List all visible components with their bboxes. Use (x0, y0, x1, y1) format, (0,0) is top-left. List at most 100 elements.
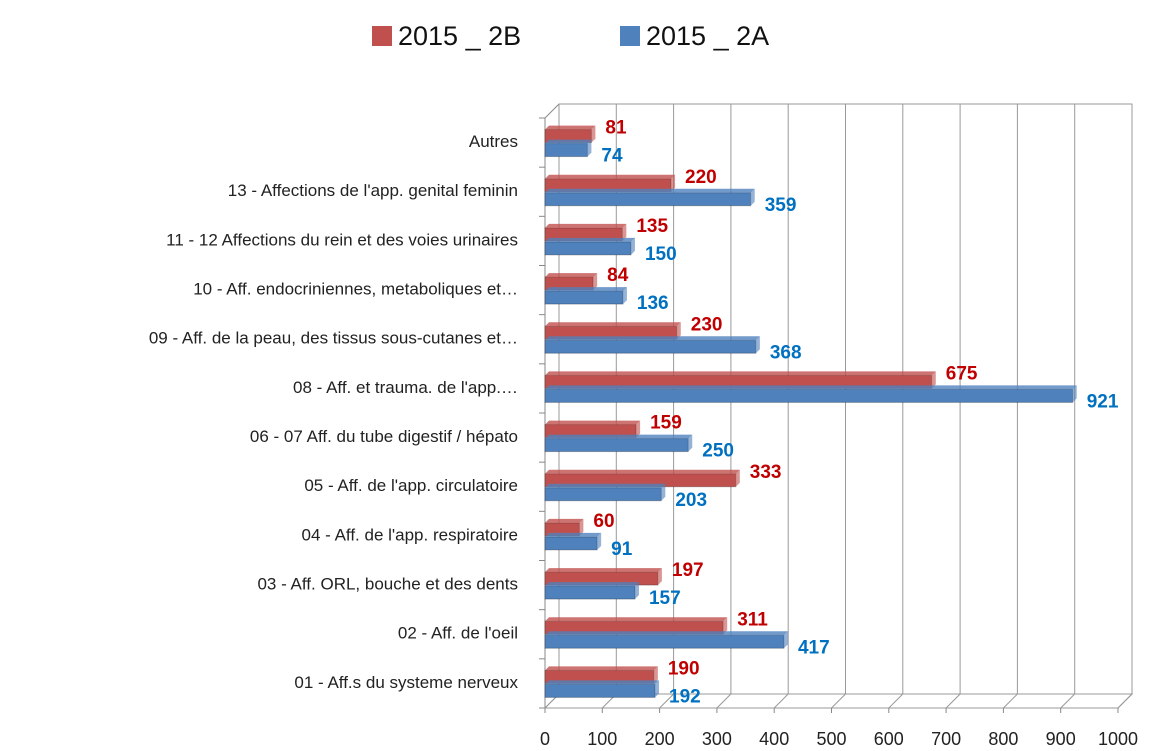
value-label: 311 (737, 609, 768, 630)
value-label: 921 (1087, 391, 1119, 412)
bar-top (545, 483, 666, 488)
bar-side (630, 237, 635, 255)
x-tick-label: 200 (645, 729, 675, 749)
value-label: 81 (605, 118, 627, 139)
bar-top (545, 532, 602, 537)
bar-side (661, 483, 666, 501)
bar-side (657, 568, 662, 586)
value-label: 157 (649, 588, 681, 609)
x-tick-label: 0 (540, 729, 550, 749)
bar-side (597, 532, 602, 550)
category-label: 02 - Aff. de l'oeil (398, 624, 518, 643)
grid-floor (716, 693, 732, 709)
x-tick-label: 100 (587, 729, 617, 749)
value-label: 203 (675, 490, 707, 511)
value-label: 190 (668, 658, 700, 679)
category-label: 06 - 07 Aff. du tube digestif / hépato (250, 427, 518, 446)
category-label: 03 - Aff. ORL, bouche et des dents (257, 575, 518, 594)
grid-floor (1003, 693, 1018, 709)
x-tick-label: 600 (874, 729, 904, 749)
bar (544, 290, 624, 305)
category-label: 09 - Aff. de la peau, des tissus sous-cu… (149, 329, 518, 348)
bar-top (545, 617, 728, 622)
bar-top (545, 336, 760, 341)
value-label: 230 (691, 314, 723, 335)
grid-floor (1117, 693, 1133, 709)
bar (544, 339, 757, 354)
bar-side (636, 420, 641, 438)
bar-side (579, 518, 584, 536)
bar-side (622, 223, 627, 241)
bar-top (545, 420, 641, 425)
bar-side (676, 322, 681, 340)
category-label: 11 - 12 Affections du rein et des voies … (166, 230, 518, 249)
x-tick-label: 800 (988, 729, 1018, 749)
bar-top (545, 273, 598, 278)
grid-floor (659, 693, 674, 709)
bar-top (545, 680, 660, 685)
bar (544, 143, 588, 158)
bar-top (545, 371, 936, 376)
value-label: 150 (645, 244, 677, 265)
bar-top (545, 287, 627, 292)
value-label: 250 (702, 441, 734, 462)
value-label: 417 (798, 637, 830, 658)
value-label: 197 (672, 560, 704, 581)
bar-side (755, 336, 760, 354)
x-tick-label: 500 (816, 729, 846, 749)
x-tick-label: 400 (759, 729, 789, 749)
bar-top (545, 469, 740, 474)
bar-side (735, 469, 740, 487)
value-label: 333 (750, 462, 782, 483)
bar (544, 487, 662, 502)
bar-top (545, 385, 1077, 390)
value-label: 192 (669, 686, 701, 707)
value-label: 84 (607, 265, 629, 286)
bar-top (545, 518, 584, 523)
grid-floor (1060, 693, 1076, 709)
bar-top (545, 139, 592, 144)
legend-label: 2015 _ 2B (398, 21, 521, 51)
bar-side (688, 434, 693, 452)
bar-side (723, 617, 728, 635)
bar-side (931, 371, 936, 389)
legend-swatch (372, 26, 392, 46)
category-label: 01 - Aff.s du systeme nerveux (294, 673, 518, 692)
value-label: 135 (636, 216, 668, 237)
bar-top (545, 174, 676, 179)
grid-floor (945, 693, 961, 709)
bar-side (593, 273, 598, 291)
bar (544, 585, 636, 600)
category-label: 13 - Affections de l'app. genital femini… (228, 181, 518, 200)
bar-side (671, 174, 676, 192)
x-tick-label: 900 (1046, 729, 1076, 749)
grid-floor (888, 693, 904, 709)
legend-label: 2015 _ 2A (646, 21, 769, 51)
x-tick-label: 700 (931, 729, 961, 749)
value-label: 159 (650, 413, 682, 434)
value-label: 220 (685, 167, 717, 188)
bar-top (545, 568, 662, 573)
bar-top (545, 434, 693, 439)
bar-side (587, 139, 592, 157)
bar (544, 192, 752, 207)
bar-side (634, 582, 639, 600)
category-label: 10 - Aff. endocriniennes, metaboliques e… (193, 280, 518, 299)
bar-top (545, 666, 658, 671)
x-tick-label: 1000 (1098, 729, 1138, 749)
bar-side (655, 680, 660, 698)
category-label: 08 - Aff. et trauma. de l'app.… (293, 378, 518, 397)
bar-side (750, 188, 755, 206)
value-label: 136 (637, 293, 669, 314)
bar (544, 241, 632, 256)
bar-side (783, 631, 788, 649)
bar (544, 438, 689, 453)
bar (544, 634, 785, 649)
value-label: 675 (946, 363, 978, 384)
bar (544, 683, 656, 698)
bar-top (545, 322, 681, 327)
bar-top (545, 631, 788, 636)
grid-floor (831, 693, 846, 709)
value-label: 91 (611, 539, 633, 560)
